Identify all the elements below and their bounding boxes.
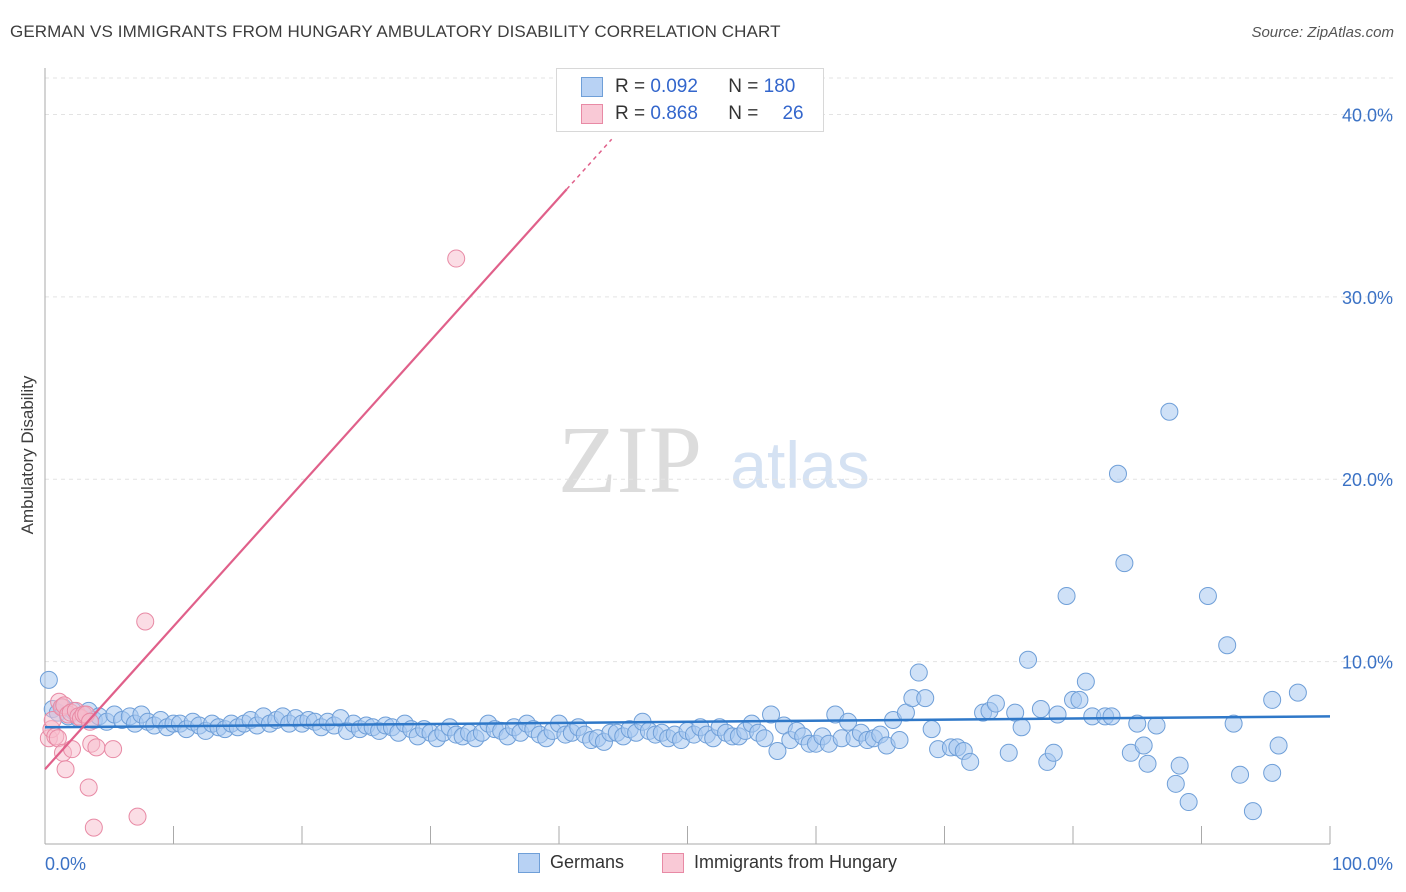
- point-germans: [1166, 774, 1185, 793]
- watermark-zip: ZIP: [558, 406, 702, 513]
- point-germans: [1224, 714, 1243, 733]
- point-germans: [1134, 736, 1153, 755]
- watermark-atlas: atlas: [730, 428, 869, 502]
- point-germans: [1044, 743, 1063, 762]
- legend-r-germans: 0.092: [650, 76, 698, 97]
- point-hungary: [136, 612, 155, 631]
- point-hungary: [87, 738, 106, 757]
- gridlines: [45, 77, 1393, 663]
- trend-lines: [44, 138, 1331, 770]
- x-tick-label-max: 100.0%: [1332, 854, 1393, 874]
- point-germans: [1070, 690, 1089, 709]
- bottom-legend-hungary: Immigrants from Hungary: [662, 852, 897, 873]
- point-germans: [1138, 754, 1157, 773]
- point-germans: [1031, 700, 1050, 719]
- y-tick-labels: 10.0% 20.0% 30.0% 40.0%: [1342, 105, 1393, 672]
- point-germans: [1263, 690, 1282, 709]
- point-hungary: [62, 740, 81, 759]
- y-tick-label: 20.0%: [1342, 470, 1393, 490]
- x-ticks: [44, 826, 1331, 844]
- point-germans: [1269, 736, 1288, 755]
- point-germans: [1076, 672, 1095, 691]
- point-germans: [999, 743, 1018, 762]
- point-germans: [839, 712, 858, 731]
- point-germans: [1231, 765, 1250, 784]
- legend-row-hungary: R = 0.868 N = 26: [581, 102, 804, 126]
- point-germans: [1102, 707, 1121, 726]
- point-germans: [1115, 554, 1134, 573]
- chart-title: GERMAN VS IMMIGRANTS FROM HUNGARY AMBULA…: [10, 22, 781, 41]
- point-germans: [1288, 683, 1307, 702]
- point-germans: [1243, 802, 1262, 821]
- y-tick-label: 10.0%: [1342, 653, 1393, 673]
- point-germans: [1108, 464, 1127, 483]
- point-germans: [909, 663, 928, 682]
- hungary-points: [39, 249, 466, 837]
- bottom-legend-swatch-hungary: [662, 852, 684, 873]
- point-germans: [1170, 756, 1189, 775]
- point-hungary: [128, 807, 147, 826]
- point-hungary: [79, 778, 98, 797]
- point-hungary: [56, 760, 75, 779]
- trend-line-hungary: [44, 188, 568, 770]
- point-germans: [1147, 716, 1166, 735]
- point-germans: [1198, 586, 1217, 605]
- legend-swatch-hungary: [581, 104, 603, 124]
- point-germans: [1057, 586, 1076, 605]
- bottom-legend-label-hungary: Immigrants from Hungary: [694, 852, 898, 872]
- point-germans: [39, 670, 58, 689]
- legend-r-hungary: 0.868: [650, 103, 698, 124]
- point-germans: [755, 729, 774, 748]
- watermark: ZIP atlas: [558, 406, 870, 513]
- point-germans: [762, 705, 781, 724]
- point-germans: [986, 694, 1005, 713]
- point-germans: [1263, 763, 1282, 782]
- bottom-legend-germans: Germans: [518, 852, 624, 873]
- bottom-legend-swatch-germans: [518, 852, 540, 873]
- legend-row-germans: R = 0.092 N = 180: [581, 75, 795, 99]
- point-germans: [916, 689, 935, 708]
- legend-r-label: R =: [615, 76, 646, 97]
- legend-swatch-germans: [581, 77, 603, 97]
- point-hungary: [104, 740, 123, 759]
- y-tick-label: 30.0%: [1342, 288, 1393, 308]
- trend-line-hungary-extension: [566, 138, 613, 190]
- point-hungary: [84, 818, 103, 837]
- point-hungary: [447, 249, 466, 268]
- bottom-legend-label-germans: Germans: [550, 852, 625, 872]
- point-germans: [1019, 650, 1038, 669]
- legend-n-label: N =: [728, 76, 759, 97]
- point-germans: [1012, 718, 1031, 737]
- point-germans: [768, 741, 787, 760]
- point-germans: [1048, 705, 1067, 724]
- stats-legend: R = 0.092 N = 180 R = 0.868 N = 26: [556, 68, 824, 132]
- point-germans: [1179, 793, 1198, 812]
- trend-line-germans: [44, 715, 1331, 729]
- point-germans: [961, 752, 980, 771]
- y-tick-label: 40.0%: [1342, 105, 1393, 125]
- legend-r-label-2: R =: [615, 103, 646, 124]
- x-tick-label-min: 0.0%: [45, 854, 86, 874]
- point-germans: [1128, 714, 1147, 733]
- legend-n-germans: 180: [763, 76, 796, 97]
- legend-n-label-2: N =: [728, 103, 759, 124]
- legend-n-hungary: 26: [782, 103, 804, 124]
- source-label: Source: ZipAtlas.com: [1251, 24, 1394, 41]
- point-germans: [1160, 402, 1179, 421]
- point-germans: [922, 720, 941, 739]
- point-germans: [890, 731, 909, 750]
- point-germans: [1218, 636, 1237, 655]
